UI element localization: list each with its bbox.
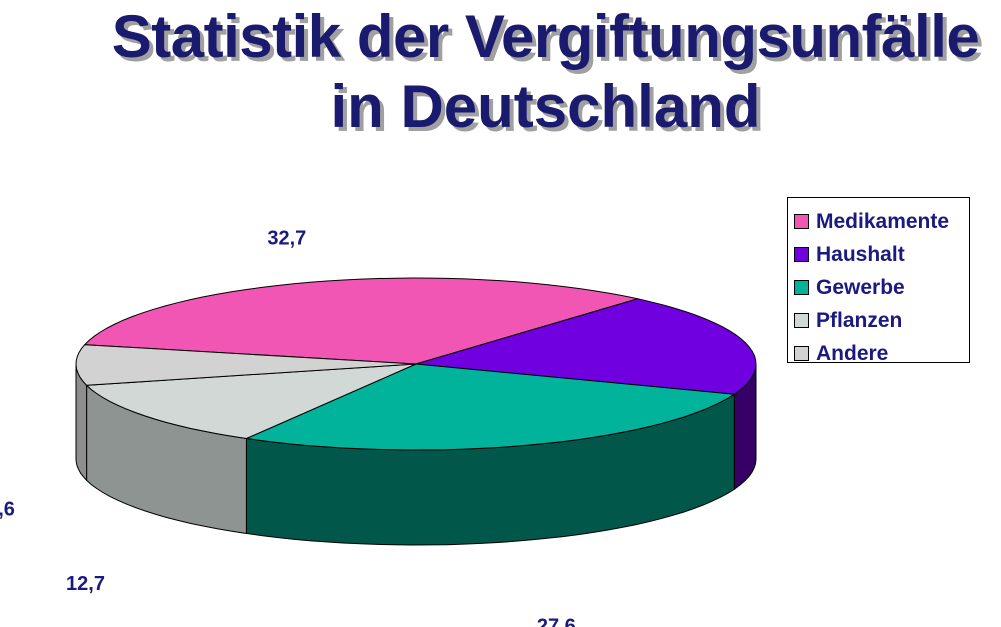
legend-label: Medikamente [816, 209, 950, 233]
data-label-gewerbe: 27,6 [537, 616, 576, 627]
legend-label: Pflanzen [816, 308, 903, 332]
pie-sides [75, 363, 757, 546]
legend-item-gewerbe: Gewerbe [788, 271, 969, 304]
pie-slice-haushalt [415, 298, 757, 395]
legend-item-pflanzen: Pflanzen [788, 304, 969, 337]
title-line-1: Statistik der Vergiftungsunfälle [111, 3, 980, 70]
legend-item-andere: Andere [788, 337, 969, 370]
legend-swatch [794, 313, 809, 328]
legend-item-haushalt: Haushalt [788, 238, 969, 271]
legend-swatch [794, 214, 809, 229]
legend-swatch [794, 280, 809, 295]
legend-label: Haushalt [816, 242, 905, 266]
pie-slices [75, 277, 757, 451]
pie-slice-andere [75, 344, 417, 386]
pie-slice-medikamente [83, 277, 638, 365]
pie-slice-pflanzen [85, 363, 417, 440]
legend-label: Gewerbe [816, 275, 905, 299]
title-line-2: in Deutschland [330, 73, 761, 140]
page-title: Statistik der Vergiftungsunfälle in Deut… [0, 2, 1001, 142]
pie-slice-gewerbe [244, 363, 736, 451]
legend: Medikamente Haushalt Gewerbe Pflanzen Andere [787, 197, 970, 365]
legend-item-medikamente: Medikamente [788, 205, 969, 238]
data-label-pflanzen: 12,7 [66, 573, 105, 595]
legend-label: Andere [816, 341, 889, 365]
legend-swatch [794, 346, 809, 361]
data-label-andere: 7,6 [0, 499, 15, 521]
legend-swatch [794, 247, 809, 262]
data-label-medikamente: 32,7 [267, 227, 306, 249]
